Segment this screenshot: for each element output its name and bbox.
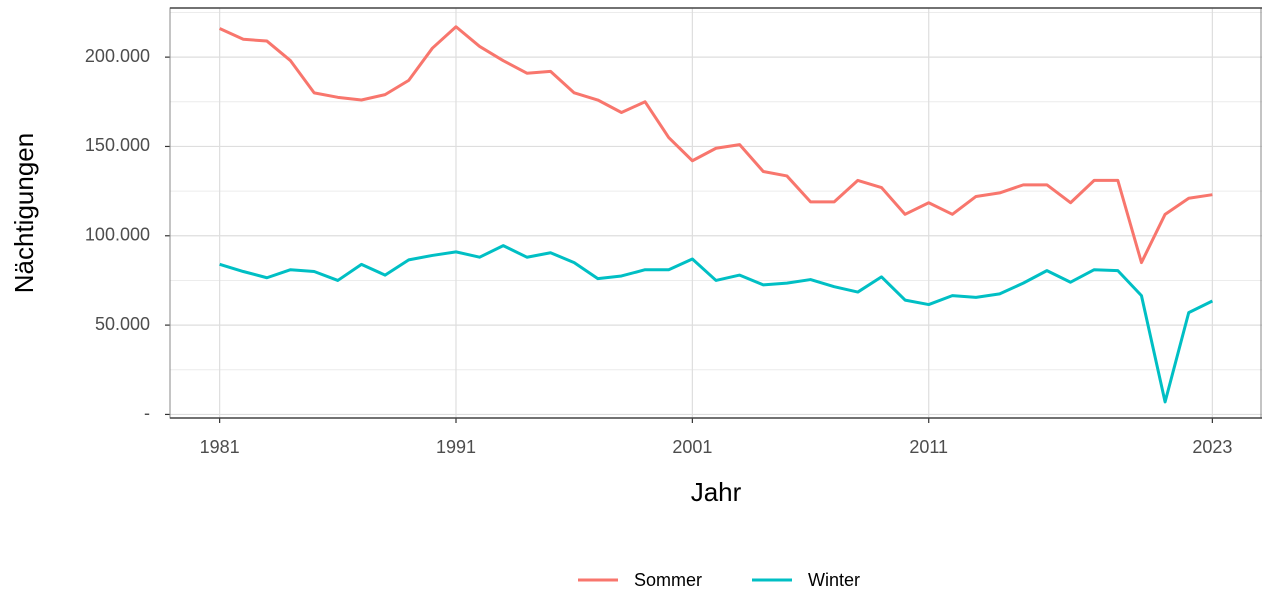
x-tick-label: 1991 [436,437,476,457]
x-tick-label: 1981 [200,437,240,457]
y-tick-label: 50.000 [95,314,150,334]
x-axis-title: Jahr [691,477,742,507]
legend-label: Sommer [634,570,702,590]
x-tick-label: 2023 [1192,437,1232,457]
y-tick-label: 200.000 [85,46,150,66]
series-line [219,25,1213,265]
y-axis-title: Nächtigungen [9,133,39,293]
panel-border [169,7,1262,419]
legend-label: Winter [808,570,860,590]
y-tick-label: - [144,403,150,423]
x-tick-label: 2011 [909,437,948,457]
y-tick-label: 100.000 [85,225,150,245]
y-tick-label: 150.000 [85,135,150,155]
x-tick-label: 2001 [672,437,712,457]
series-line [219,244,1214,404]
